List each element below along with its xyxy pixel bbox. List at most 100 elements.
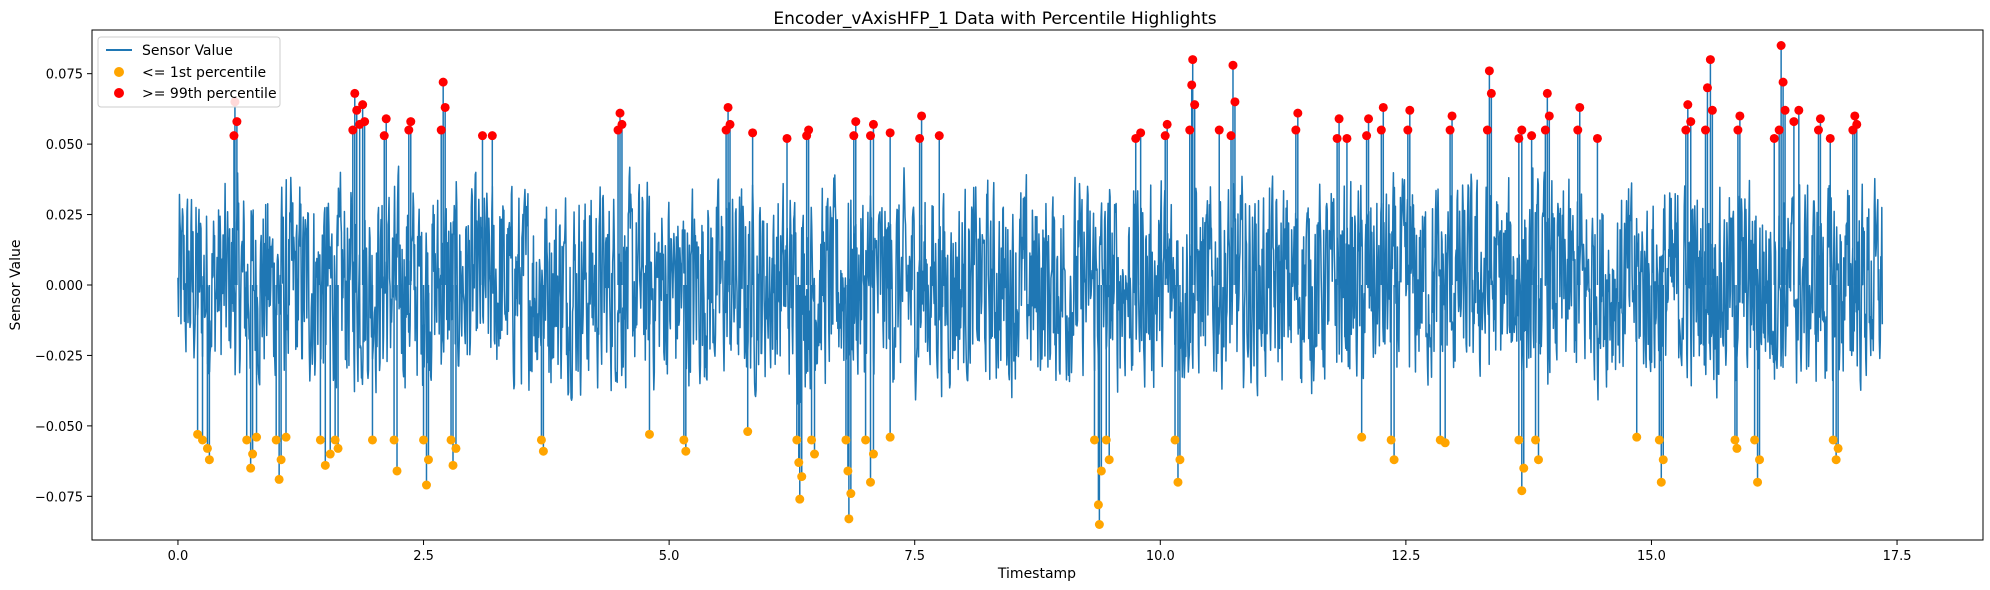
point-99th-percentile [1575,102,1585,112]
point-1st-percentile [1386,435,1396,445]
point-99th-percentile [1681,125,1691,135]
point-99th-percentile [782,133,792,143]
point-99th-percentile [1683,100,1693,110]
point-1st-percentile [198,435,208,445]
point-99th-percentile [350,88,360,98]
point-99th-percentile [1573,125,1583,135]
point-1st-percentile [866,477,876,487]
point-99th-percentile [1187,80,1197,90]
point-1st-percentile [274,474,284,484]
point-1st-percentile [1656,477,1666,487]
point-99th-percentile [917,111,927,121]
legend-label-sensor-value: Sensor Value [142,43,233,59]
y-tick-label: −0.050 [35,420,83,435]
y-tick-label: −0.075 [35,490,83,505]
point-99th-percentile [352,105,362,115]
point-99th-percentile [1794,105,1804,115]
point-1st-percentile [1654,435,1664,445]
point-99th-percentile [406,117,416,127]
point-99th-percentile [1544,111,1554,121]
x-axis-label: Timestamp [997,566,1076,582]
point-1st-percentile [1173,477,1183,487]
point-1st-percentile [810,449,820,459]
point-99th-percentile [348,125,358,135]
point-99th-percentile [1332,133,1342,143]
point-1st-percentile [204,455,214,465]
point-1st-percentile [794,458,804,468]
point-99th-percentile [1852,119,1862,129]
point-99th-percentile [1364,114,1374,124]
point-1st-percentile [1828,435,1838,445]
point-99th-percentile [934,131,944,141]
point-99th-percentile [1482,125,1492,135]
point-1st-percentile [1531,435,1541,445]
point-99th-percentile [1362,131,1372,141]
point-99th-percentile [440,102,450,112]
point-1st-percentile [1093,500,1103,510]
point-99th-percentile [1230,97,1240,107]
point-99th-percentile [1789,117,1799,127]
x-tick-label: 15.0 [1637,549,1666,564]
point-1st-percentile [1732,443,1742,453]
point-1st-percentile [843,466,853,476]
point-1st-percentile [841,435,851,445]
point-1st-percentile [1533,455,1543,465]
point-1st-percentile [419,435,429,445]
point-1st-percentile [1833,443,1843,453]
point-1st-percentile [1750,435,1760,445]
point-99th-percentile [1342,133,1352,143]
point-99th-percentile [379,131,389,141]
point-99th-percentile [1850,111,1860,121]
point-1st-percentile [271,435,281,445]
point-99th-percentile [866,131,876,141]
point-99th-percentile [1291,125,1301,135]
point-1st-percentile [421,480,431,490]
point-99th-percentile [1776,40,1786,50]
point-1st-percentile [1104,455,1114,465]
point-99th-percentile [1188,55,1198,65]
point-1st-percentile [1831,455,1841,465]
point-1st-percentile [1170,435,1180,445]
point-1st-percentile [1357,432,1367,442]
plot-area [177,40,1884,530]
point-99th-percentile [1160,131,1170,141]
point-1st-percentile [1089,435,1099,445]
point-99th-percentile [1486,88,1496,98]
point-1st-percentile [367,435,377,445]
point-99th-percentile [1447,111,1457,121]
point-99th-percentile [849,131,859,141]
point-1st-percentile [807,435,817,445]
y-axis: −0.075 −0.050 −0.025 0.000 0.025 0.050 0.075 [35,68,92,505]
point-99th-percentile [1705,55,1715,65]
point-1st-percentile [423,455,433,465]
point-1st-percentile [1753,477,1763,487]
point-1st-percentile [202,443,212,453]
point-1st-percentile [281,432,291,442]
point-1st-percentile [1096,466,1106,476]
x-tick-label: 2.5 [413,549,434,564]
x-tick-label: 5.0 [659,549,680,564]
point-99th-percentile [436,125,446,135]
point-99th-percentile [229,131,239,141]
point-1st-percentile [315,435,325,445]
series-line-sensor-value [177,165,1884,405]
point-1st-percentile [846,489,856,499]
point-99th-percentile [1733,125,1743,135]
point-99th-percentile [1769,133,1779,143]
point-99th-percentile [487,131,497,141]
point-1st-percentile [885,432,895,442]
point-1st-percentile [276,455,286,465]
point-99th-percentile [725,119,735,129]
x-axis: 0.0 2.5 5.0 7.5 10.0 12.5 15.0 17.5 [168,540,1912,564]
point-99th-percentile [360,117,370,127]
y-tick-label: 0.075 [46,68,83,83]
point-99th-percentile [404,125,414,135]
point-1st-percentile [1094,520,1104,530]
point-99th-percentile [1686,117,1696,127]
point-99th-percentile [1226,131,1236,141]
point-99th-percentile [1445,125,1455,135]
point-1st-percentile [448,460,458,470]
point-1st-percentile [743,427,753,437]
point-99th-percentile [1707,105,1717,115]
point-99th-percentile [1162,119,1172,129]
